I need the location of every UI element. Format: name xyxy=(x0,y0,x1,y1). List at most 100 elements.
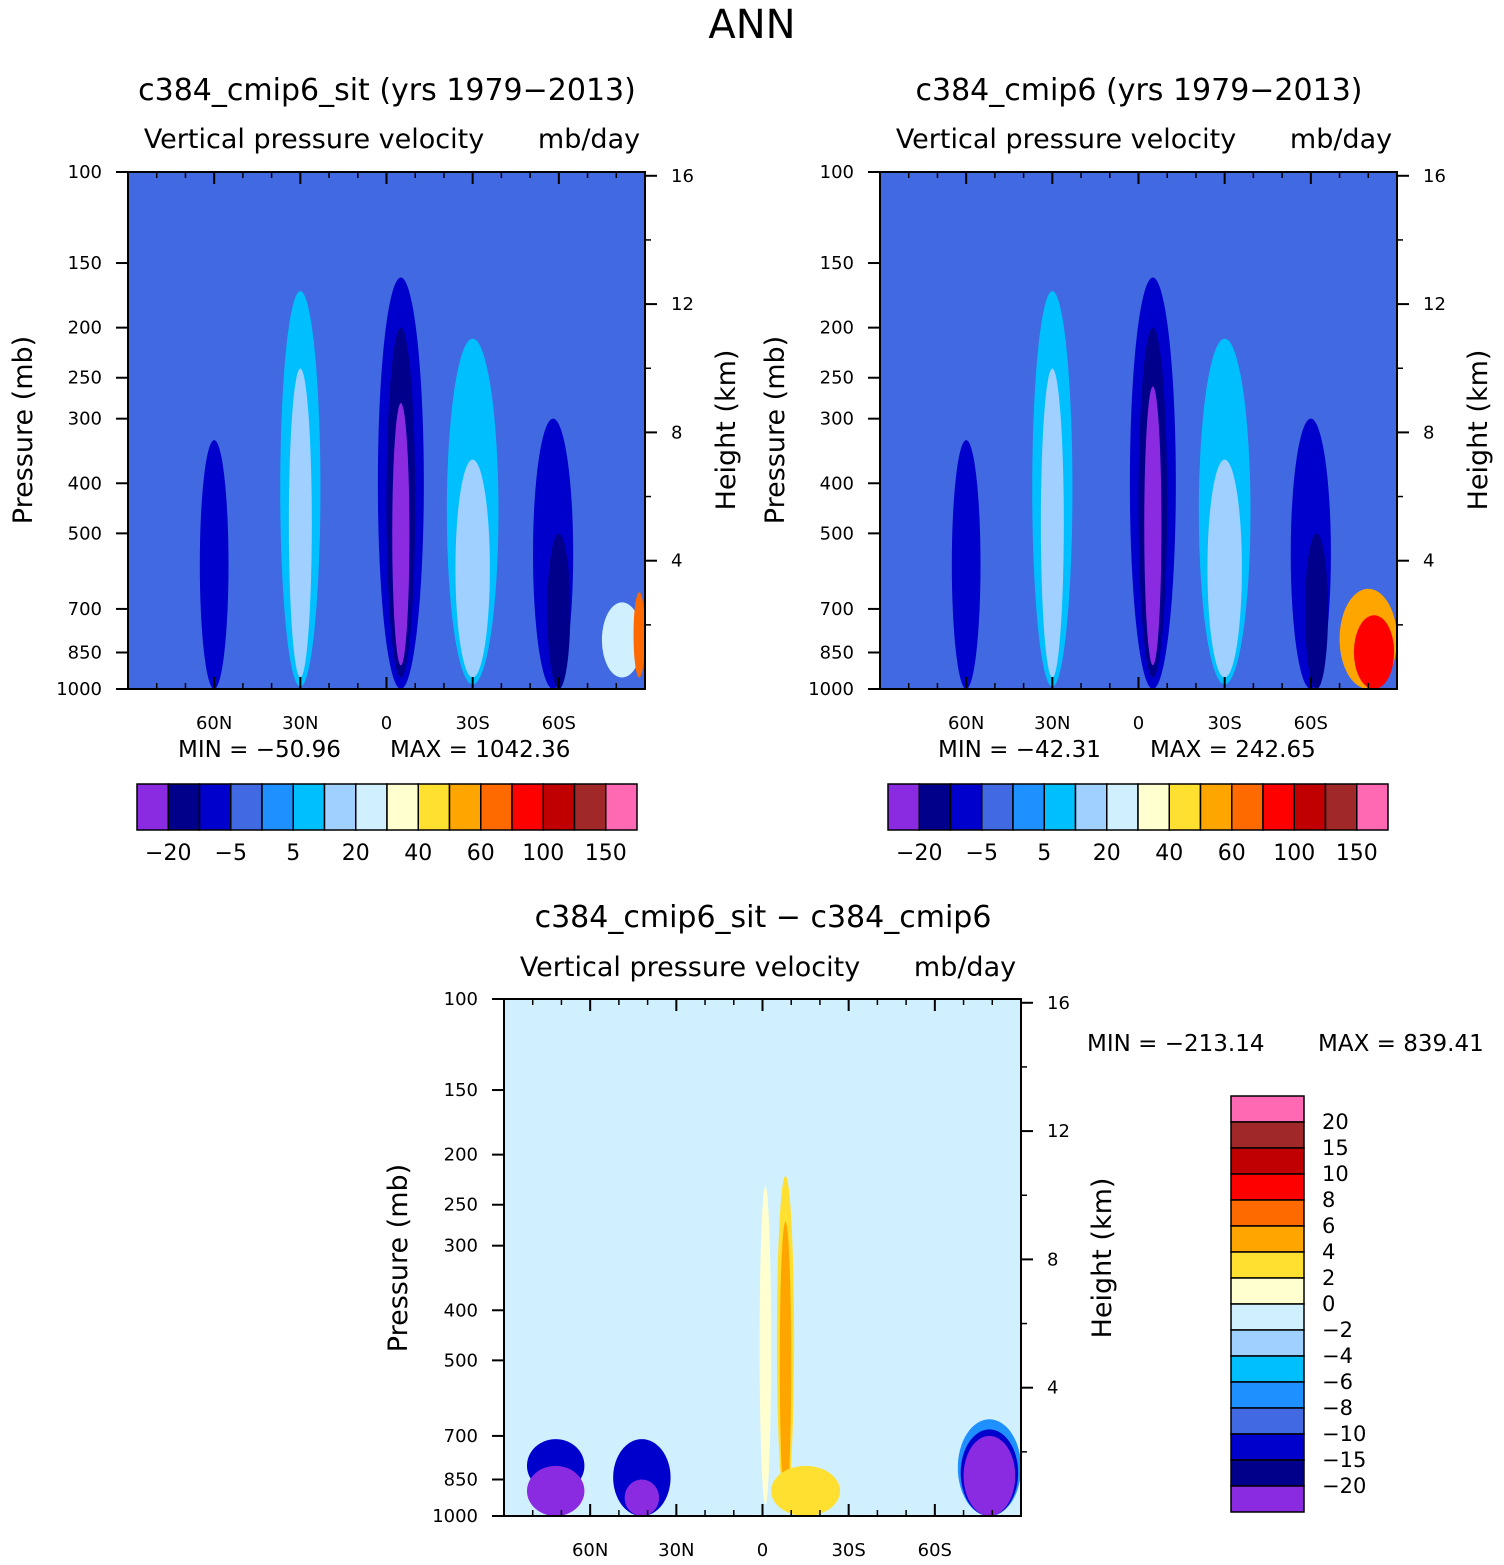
colorbar-box xyxy=(1230,1433,1305,1461)
y-tick-label: 250 xyxy=(820,368,854,389)
field-contour-region xyxy=(779,1222,792,1505)
colorbar-box xyxy=(1230,1173,1305,1201)
colorbar-label: 6 xyxy=(1322,1214,1335,1238)
colorbar-box xyxy=(323,783,357,831)
panel-3-field xyxy=(504,999,1021,1516)
x-tick-label: 30S xyxy=(831,1540,865,1561)
colorbar-label: −5 xyxy=(215,841,247,866)
y2-tick-label: 12 xyxy=(671,294,694,315)
colorbar-box xyxy=(198,783,232,831)
colorbar-label: 40 xyxy=(1155,841,1183,866)
colorbar-box xyxy=(981,783,1014,831)
colorbar-box xyxy=(1230,1095,1305,1123)
panel-1-axes: 60N 30N 0 30S 60S 100 150 200 250 300 400 500 700 850… xyxy=(56,162,694,734)
field-contour-region xyxy=(455,459,490,678)
colorbar-label: −15 xyxy=(1322,1448,1366,1472)
y2-tick-label: 16 xyxy=(1047,993,1070,1014)
colorbar-box xyxy=(1230,1355,1305,1383)
x-tick-label: 60S xyxy=(1294,713,1328,734)
y-tick-label: 400 xyxy=(820,473,854,494)
panel-2-y2label: Height (km) xyxy=(1463,350,1494,511)
x-tick-label: 60N xyxy=(572,1540,608,1561)
y-tick-label: 200 xyxy=(68,318,102,339)
colorbar-box xyxy=(1230,1407,1305,1435)
colorbar-label: 20 xyxy=(1322,1110,1349,1134)
colorbar-label: 5 xyxy=(286,841,300,866)
field-contour-region xyxy=(526,1465,585,1516)
y-tick-label: 250 xyxy=(444,1195,478,1216)
field-contour-region xyxy=(601,602,643,678)
field-contour-region xyxy=(624,1479,660,1516)
panel-1-y2label: Height (km) xyxy=(711,350,742,511)
y-tick-label: 850 xyxy=(444,1470,478,1491)
y-tick-label: 1000 xyxy=(808,679,854,700)
panel-2: c384_cmip6 (yrs 1979−2013) Vertical pres… xyxy=(760,73,1494,866)
panel-1-ylabel: Pressure (mb) xyxy=(8,336,39,524)
panel-3-subtitle: Vertical pressure velocity xyxy=(520,952,860,983)
colorbar-label: −20 xyxy=(896,841,942,866)
colorbar-label: −10 xyxy=(1322,1422,1366,1446)
y-tick-label: 700 xyxy=(820,599,854,620)
field-contour-region xyxy=(791,1039,809,1516)
panel-3-max: MAX = 839.41 xyxy=(1318,1031,1484,1057)
colorbar-box xyxy=(386,783,419,831)
panel-3-axes: 60N 30N 0 30S 60S 100 150 200 250 300 400 500 700 850… xyxy=(432,989,1070,1561)
y-tick-label: 700 xyxy=(68,599,102,620)
colorbar-label: 150 xyxy=(1336,841,1378,866)
field-contour-region xyxy=(771,1465,841,1516)
colorbar-label: −5 xyxy=(966,841,998,866)
x-tick-label: 30N xyxy=(1034,713,1070,734)
figure-title: ANN xyxy=(708,2,795,48)
colorbar-box xyxy=(1199,783,1233,831)
panel-3-min: MIN = −213.14 xyxy=(1087,1031,1264,1057)
colorbar-box xyxy=(887,783,920,831)
y-tick-label: 200 xyxy=(444,1145,478,1166)
panel-2-min: MIN = −42.31 xyxy=(938,737,1101,763)
colorbar-label: 20 xyxy=(342,841,370,866)
panel-2-axes: 60N 30N 0 30S 60S 100 150 200 250 300 400 500 700 850… xyxy=(808,162,1446,734)
field-contour-region xyxy=(1353,615,1395,689)
y2-tick-label: 16 xyxy=(1423,166,1446,187)
x-tick-label: 30N xyxy=(658,1540,694,1561)
colorbar-box xyxy=(261,783,294,831)
colorbar-box xyxy=(511,783,544,831)
panel-3-y2label: Height (km) xyxy=(1087,1178,1118,1339)
y-tick-label: 300 xyxy=(68,409,102,430)
colorbar-box xyxy=(292,783,326,831)
colorbar-label: 15 xyxy=(1322,1136,1349,1160)
colorbar-box xyxy=(1230,1381,1305,1409)
colorbar-label: 40 xyxy=(404,841,432,866)
y-tick-label: 500 xyxy=(820,523,854,544)
colorbar-label: 100 xyxy=(522,841,564,866)
y-tick-label: 250 xyxy=(68,368,102,389)
colorbar-box xyxy=(167,783,201,831)
x-tick-label: 30S xyxy=(455,713,489,734)
colorbar-box xyxy=(1106,783,1139,831)
colorbar-box xyxy=(1230,1251,1305,1279)
panel-2-title: c384_cmip6 (yrs 1979−2013) xyxy=(916,73,1363,108)
colorbar-box xyxy=(1230,1303,1305,1331)
y2-tick-label: 12 xyxy=(1047,1121,1070,1142)
colorbar-label: −6 xyxy=(1322,1370,1353,1394)
y-tick-label: 500 xyxy=(444,1350,478,1371)
y-tick-label: 1000 xyxy=(432,1506,478,1527)
panel-2-field xyxy=(880,172,1397,689)
field-contour-region xyxy=(759,1186,772,1505)
colorbar-label: 20 xyxy=(1093,841,1121,866)
panel-2-ylabel: Pressure (mb) xyxy=(760,336,791,524)
y2-tick-label: 4 xyxy=(1423,551,1434,572)
y2-tick-label: 8 xyxy=(671,422,682,443)
colorbar-box xyxy=(1230,1225,1305,1253)
y2-tick-label: 16 xyxy=(671,166,694,187)
x-tick-label: 60N xyxy=(196,713,232,734)
colorbar-box xyxy=(1231,783,1264,831)
x-tick-label: 30N xyxy=(282,713,318,734)
panel-1-max: MAX = 1042.36 xyxy=(390,737,570,763)
y2-tick-label: 12 xyxy=(1423,294,1446,315)
y2-tick-label: 4 xyxy=(1047,1378,1058,1399)
colorbar-box xyxy=(1230,1147,1305,1175)
y-tick-label: 400 xyxy=(68,473,102,494)
field-contour-region xyxy=(834,999,938,1516)
